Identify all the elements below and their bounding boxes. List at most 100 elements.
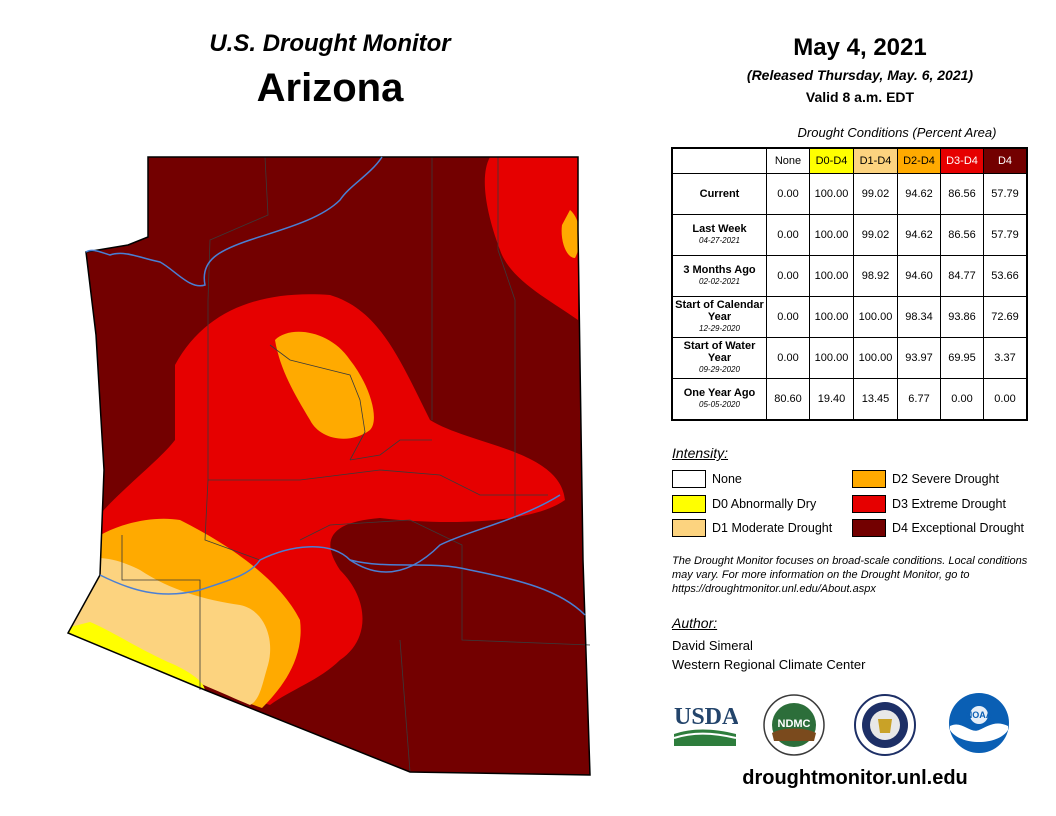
table-row: Start of Water Year 09-29-2020 0.00 100.00 1…: [671, 337, 1028, 379]
table-cell: 100.00: [809, 214, 854, 256]
column-header: D2-D4: [897, 147, 941, 174]
legend-item-d0: D0 Abnormally Dry: [672, 495, 816, 513]
table-cell: 6.77: [897, 378, 941, 420]
table-cell: 0.00: [766, 296, 810, 338]
table-cell: 72.69: [983, 296, 1028, 338]
row-label: Start of Water Year 09-29-2020: [671, 337, 767, 379]
table-cell: 57.79: [983, 173, 1028, 215]
row-date: 02-02-2021: [699, 277, 740, 286]
table-cell: 57.79: [983, 214, 1028, 256]
table-cell: 100.00: [809, 337, 854, 379]
row-label-text: Current: [699, 188, 740, 200]
row-label: One Year Ago 05-05-2020: [671, 378, 767, 420]
legend-swatch: [672, 470, 706, 488]
column-header: D3-D4: [940, 147, 984, 174]
table-cell: 86.56: [940, 173, 984, 215]
table-row: One Year Ago 05-05-2020 80.60 19.40 13.45 6.7…: [671, 378, 1028, 420]
drought-conditions-table: None D0-D4 D1-D4 D2-D4 D3-D4 D4 Current 0…: [671, 147, 1028, 421]
table-cell: 93.86: [940, 296, 984, 338]
table-cell: 99.02: [853, 214, 898, 256]
table-cell: 86.56: [940, 214, 984, 256]
legend-label: D1 Moderate Drought: [712, 521, 833, 535]
table-caption: Drought Conditions (Percent Area): [797, 125, 997, 140]
legend-label: D2 Severe Drought: [892, 472, 1000, 486]
row-date: 09-29-2020: [699, 365, 740, 374]
row-label: 3 Months Ago 02-02-2021: [671, 255, 767, 297]
table-cell: 69.95: [940, 337, 984, 379]
column-header: D1-D4: [853, 147, 898, 174]
legend-label: D3 Extreme Drought: [892, 497, 1006, 511]
table-cell: 19.40: [809, 378, 854, 420]
website-link[interactable]: droughtmonitor.unl.edu: [742, 767, 968, 789]
ndmc-logo: NDMC: [763, 694, 825, 756]
legend-item-d3: D3 Extreme Drought: [852, 495, 1006, 513]
legend-swatch: [852, 495, 886, 513]
row-label-text: One Year Ago: [683, 386, 756, 399]
d1-moderate-area: [70, 558, 271, 705]
author-name: David Simeral: [672, 638, 753, 653]
d2-severe-area-central: [275, 331, 374, 439]
column-header: D4: [983, 147, 1028, 174]
legend-item-d4: D4 Exceptional Drought: [852, 519, 1024, 537]
table-row: Current 0.00 100.00 99.02 94.62 86.56 57.79: [671, 173, 1028, 215]
legend-item-d1: D1 Moderate Drought: [672, 519, 832, 537]
table-cell: 98.34: [897, 296, 941, 338]
legend-swatch: [672, 495, 706, 513]
legend-heading: Intensity:: [672, 445, 729, 461]
legend-item-d2: D2 Severe Drought: [852, 470, 999, 488]
table-cell: 13.45: [853, 378, 898, 420]
table-cell: 100.00: [809, 255, 854, 297]
column-header: D0-D4: [809, 147, 854, 174]
table-cell: 0.00: [766, 255, 810, 297]
university-seal-logo: [854, 694, 916, 756]
table-cell: 94.62: [897, 173, 941, 215]
usda-logo: USDA: [673, 704, 738, 746]
table-cell: 100.00: [853, 296, 898, 338]
row-date: 05-05-2020: [699, 399, 740, 409]
row-date: 12-29-2020: [699, 324, 740, 333]
d2-severe-area-northeast: [561, 210, 580, 258]
table-cell: 84.77: [940, 255, 984, 297]
svg-text:NDMC: NDMC: [778, 718, 811, 730]
rivers: [85, 156, 586, 616]
row-label: Last Week 04-27-2021: [671, 214, 767, 256]
table-cell: 0.00: [766, 337, 810, 379]
table-cell: 94.62: [897, 214, 941, 256]
table-cell: 100.00: [809, 173, 854, 215]
colorado-river: [85, 156, 383, 287]
table-cell: 100.00: [853, 337, 898, 379]
table-cell: 53.66: [983, 255, 1028, 297]
salt-river: [349, 559, 586, 616]
legend-item-none: None: [672, 470, 742, 488]
drought-areas: [68, 157, 590, 775]
row-date: 04-27-2021: [699, 236, 740, 245]
state-name: Arizona: [256, 66, 404, 110]
d0-abnormally-dry-area: [68, 622, 205, 692]
state-outline: [66, 156, 591, 776]
drought-map: [66, 156, 591, 776]
table-cell: 80.60: [766, 378, 810, 420]
row-label: Start of Calendar Year 12-29-2020: [671, 296, 767, 338]
disclaimer-note: The Drought Monitor focuses on broad-sca…: [672, 555, 1028, 595]
legend-swatch: [672, 519, 706, 537]
table-cell: 98.92: [853, 255, 898, 297]
svg-text:USDA: USDA: [674, 704, 738, 730]
author-org: Western Regional Climate Center: [672, 657, 866, 672]
table-cell: 0.00: [940, 378, 984, 420]
table-corner: [672, 148, 767, 174]
table-cell: 99.02: [853, 173, 898, 215]
release-date: (Released Thursday, May. 6, 2021): [746, 67, 974, 83]
d3-extreme-area-northeast: [484, 157, 578, 320]
table-cell: 93.97: [897, 337, 941, 379]
valid-time: Valid 8 a.m. EDT: [805, 89, 915, 105]
svg-text:NOAA: NOAA: [966, 710, 993, 720]
row-label-text: 3 Months Ago: [683, 264, 756, 276]
map-title: U.S. Drought Monitor: [209, 30, 451, 57]
row-label: Current: [671, 173, 767, 215]
table-row: 3 Months Ago 02-02-2021 0.00 100.00 98.92 94.…: [671, 255, 1028, 297]
legend-swatch: [852, 470, 886, 488]
noaa-logo: NOAA: [949, 693, 1009, 753]
legend-label: D4 Exceptional Drought: [892, 521, 1025, 535]
row-label-text: Start of Water Year: [683, 340, 756, 364]
row-label-text: Last Week: [692, 223, 747, 235]
